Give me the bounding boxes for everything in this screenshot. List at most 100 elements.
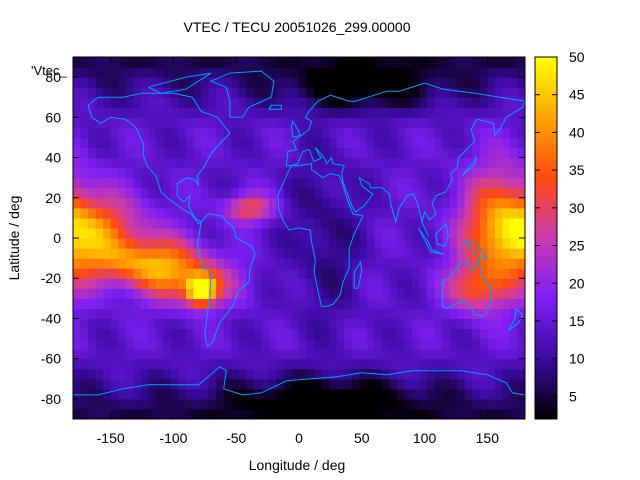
heatmap-cell xyxy=(427,348,436,360)
heatmap-cell xyxy=(283,258,293,269)
heatmap-cell xyxy=(351,318,360,330)
y-tick-label: -80 xyxy=(41,391,61,407)
heatmap-cell xyxy=(253,57,262,68)
heatmap-cell xyxy=(118,318,127,330)
heatmap-cell xyxy=(155,318,164,330)
heatmap-cell xyxy=(314,398,323,410)
heatmap-cell xyxy=(374,388,383,400)
heatmap-cell xyxy=(140,308,149,320)
heatmap-cell xyxy=(381,67,390,78)
heatmap-cell xyxy=(306,318,315,330)
heatmap-cell xyxy=(193,408,202,419)
heatmap-cell xyxy=(374,97,383,108)
heatmap-cell xyxy=(276,67,285,78)
heatmap-cell xyxy=(359,137,368,149)
heatmap-cell xyxy=(163,318,172,330)
heatmap-cell xyxy=(389,147,398,159)
heatmap-cell xyxy=(404,117,413,128)
heatmap-cell xyxy=(381,127,390,139)
heatmap-cell xyxy=(351,298,360,309)
heatmap-cell xyxy=(201,388,210,400)
heatmap-cell xyxy=(261,127,270,139)
heatmap-cell xyxy=(170,187,180,199)
heatmap-cell xyxy=(336,227,345,239)
heatmap-cell xyxy=(178,258,187,269)
heatmap-cell xyxy=(329,398,338,410)
heatmap-cell xyxy=(517,197,525,209)
heatmap-cell xyxy=(208,107,217,118)
heatmap-cell xyxy=(148,147,157,159)
coastline-africa xyxy=(277,163,364,307)
heatmap-cell xyxy=(201,298,210,309)
heatmap-cell xyxy=(359,328,368,340)
coastline-north-america xyxy=(87,92,231,225)
heatmap-cell xyxy=(291,318,300,330)
heatmap-cell xyxy=(118,408,127,419)
heatmap-cell xyxy=(442,388,451,400)
heatmap-cell xyxy=(359,278,368,289)
heatmap-cell xyxy=(246,338,255,350)
heatmap-cell xyxy=(359,388,368,400)
heatmap-cell xyxy=(261,167,270,179)
heatmap-cell xyxy=(201,368,210,380)
heatmap-cell xyxy=(396,177,406,189)
heatmap-cell xyxy=(419,147,428,159)
heatmap-cell xyxy=(389,107,398,118)
heatmap-cell xyxy=(178,177,187,189)
heatmap-cell xyxy=(344,308,353,320)
heatmap-cell xyxy=(118,177,127,189)
heatmap-cell xyxy=(487,57,496,68)
heatmap-cell xyxy=(494,117,503,128)
heatmap-cell xyxy=(479,398,488,410)
heatmap-cell xyxy=(487,278,496,289)
heatmap-cell xyxy=(344,57,353,68)
heatmap-cell xyxy=(276,308,285,320)
heatmap-cell xyxy=(291,57,300,68)
heatmap-cell xyxy=(246,248,255,259)
heatmap-cell xyxy=(88,187,97,199)
heatmap-cell xyxy=(517,248,525,259)
heatmap-cell xyxy=(359,348,368,360)
heatmap-cell xyxy=(110,278,119,289)
heatmap-cell xyxy=(110,258,119,269)
heatmap-cell xyxy=(223,77,232,88)
heatmap-cell xyxy=(223,187,232,199)
heatmap-cell xyxy=(412,308,421,320)
heatmap-cell xyxy=(276,268,285,279)
heatmap-cell xyxy=(103,328,112,340)
heatmap-cell xyxy=(464,398,473,410)
heatmap-cell xyxy=(351,147,360,159)
heatmap-cell xyxy=(412,348,421,360)
coastline-eurasia xyxy=(285,82,525,237)
heatmap-cell xyxy=(412,278,421,289)
heatmap-cell xyxy=(163,157,172,169)
heatmap-cell xyxy=(509,167,519,179)
heatmap-cell xyxy=(344,348,353,360)
heatmap-cell xyxy=(442,358,451,370)
heatmap-cell xyxy=(118,227,127,239)
heatmap-cell xyxy=(163,227,172,239)
heatmap-cell xyxy=(427,227,436,239)
heatmap-cell xyxy=(404,288,413,299)
heatmap-cell xyxy=(231,308,240,320)
heatmap-cell xyxy=(494,288,503,299)
heatmap-cell xyxy=(472,107,481,118)
heatmap-cell xyxy=(389,278,398,289)
heatmap-cell xyxy=(223,227,232,239)
heatmap-cell xyxy=(494,278,503,289)
heatmap-cell xyxy=(125,238,134,249)
heatmap-cell xyxy=(253,177,262,189)
heatmap-cell xyxy=(351,388,360,400)
heatmap-cell xyxy=(216,338,225,350)
heatmap-cell xyxy=(306,97,315,108)
heatmap-cell xyxy=(494,388,503,400)
heatmap-cell xyxy=(125,348,134,360)
heatmap-cell xyxy=(283,157,293,169)
heatmap-cell xyxy=(140,398,149,410)
heatmap-cell xyxy=(186,298,195,309)
heatmap-cell xyxy=(344,87,353,98)
heatmap-cell xyxy=(155,107,164,118)
heatmap-cell xyxy=(344,258,353,269)
heatmap-cell xyxy=(276,217,285,229)
